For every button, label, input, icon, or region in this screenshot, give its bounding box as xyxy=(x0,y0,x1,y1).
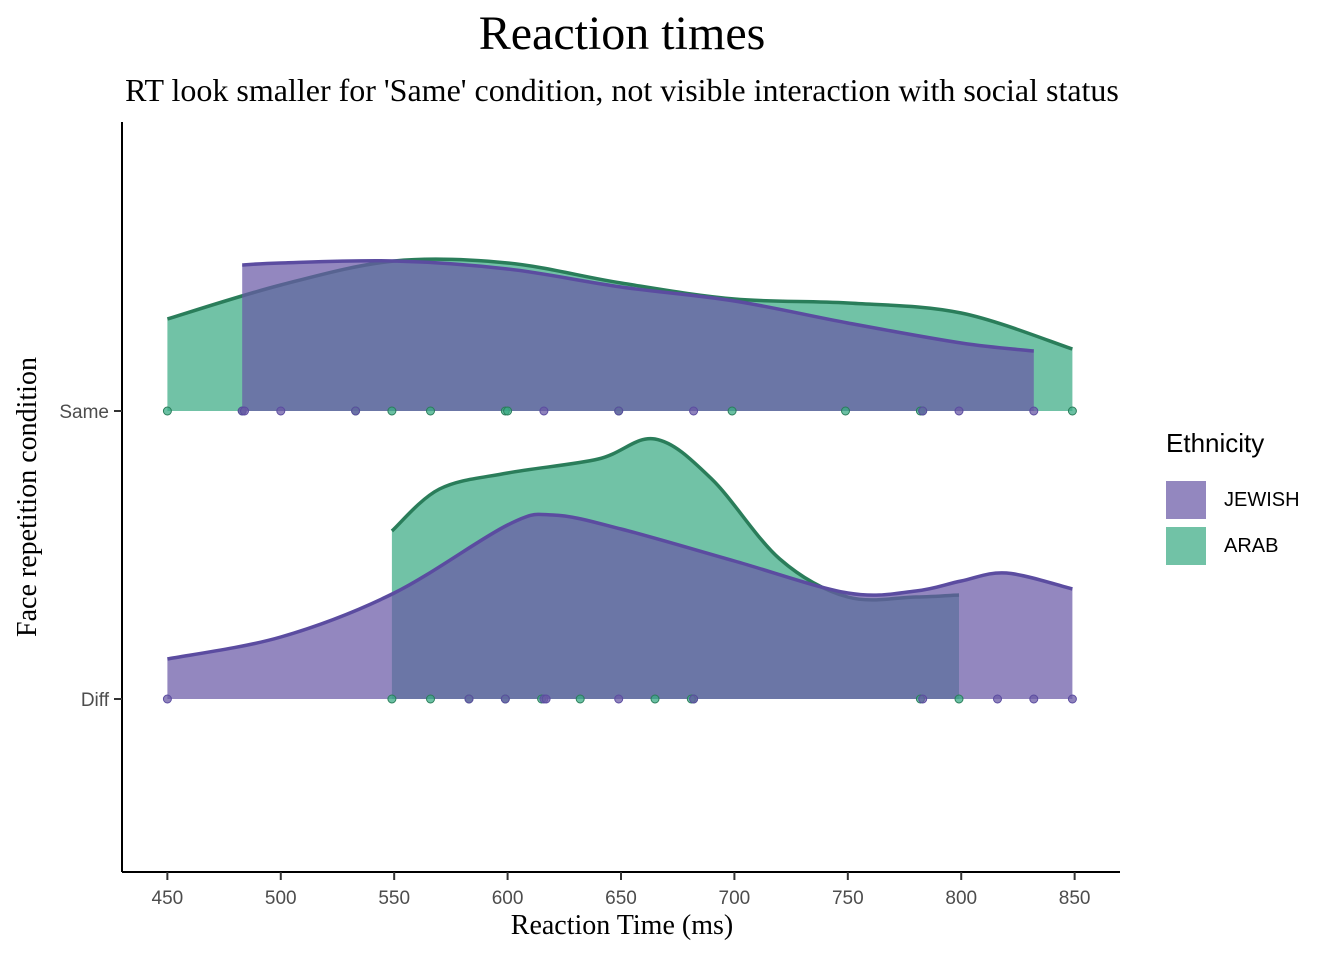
x-tick-label: 550 xyxy=(378,888,410,909)
rt-point-jewish-diff xyxy=(1067,694,1077,704)
density-line-jewish-same xyxy=(242,259,1034,353)
x-tick-label: 650 xyxy=(605,888,637,909)
density-layer xyxy=(166,257,1073,699)
legend-swatch-jewish xyxy=(1166,481,1206,519)
density-area-jewish-same xyxy=(242,260,1034,411)
x-tick-label: 450 xyxy=(152,888,184,909)
x-tick-label: 600 xyxy=(492,888,524,909)
axes-layer: 450 500 550 600 650 700 750 800 850 Same Diff xyxy=(59,122,1120,909)
rt-point-jewish-same xyxy=(351,406,361,416)
chart-subtitle: RT look smaller for 'Same' condition, no… xyxy=(125,72,1119,108)
x-tick-label: 500 xyxy=(265,888,297,909)
legend-label-jewish: JEWISH xyxy=(1224,488,1300,511)
legend-item-jewish: JEWISH xyxy=(1166,477,1300,523)
x-tick-label: 850 xyxy=(1059,888,1091,909)
rt-point-jewish-same xyxy=(1029,406,1039,416)
rt-point-arab-diff xyxy=(426,694,435,704)
y-axis-label: Face repetition condition xyxy=(12,357,43,637)
density-line-jewish-diff xyxy=(167,512,1073,661)
rt-point-jewish-diff xyxy=(541,694,551,704)
rt-point-jewish-same xyxy=(689,406,699,416)
rt-point-jewish-diff xyxy=(162,694,172,704)
rt-point-jewish-diff xyxy=(464,694,474,704)
rt-point-arab-same xyxy=(727,406,737,416)
legend-label-arab: ARAB xyxy=(1224,534,1279,557)
rt-point-jewish-same xyxy=(240,406,249,416)
x-tick-label: 750 xyxy=(832,888,864,909)
rt-point-arab-same xyxy=(1067,406,1077,416)
rt-point-jewish-diff xyxy=(500,694,510,704)
rt-point-jewish-diff xyxy=(993,694,1002,704)
x-axis-label: Reaction Time (ms) xyxy=(510,910,734,941)
rt-point-arab-diff xyxy=(575,694,585,704)
rt-point-jewish-diff xyxy=(689,694,699,704)
rt-point-arab-diff xyxy=(387,694,397,704)
rt-point-jewish-same xyxy=(276,406,286,416)
legend-swatch-arab xyxy=(1166,527,1206,565)
legend: Ethnicity JEWISH ARAB xyxy=(1166,428,1300,569)
rt-point-jewish-diff xyxy=(614,694,624,704)
y-tick-label: Diff xyxy=(81,690,110,711)
rt-point-jewish-same xyxy=(539,406,549,416)
point-layer xyxy=(162,406,1077,704)
rt-point-jewish-same xyxy=(614,406,624,416)
chart-title: Reaction times xyxy=(478,7,766,60)
rt-point-arab-diff xyxy=(650,694,660,704)
rt-point-arab-same xyxy=(503,406,513,416)
rt-point-arab-same xyxy=(426,406,435,416)
rt-point-arab-same xyxy=(162,406,172,416)
rt-point-arab-same xyxy=(387,406,397,416)
legend-item-arab: ARAB xyxy=(1166,523,1300,569)
density-area-jewish-diff xyxy=(167,514,1073,699)
x-tick-label: 800 xyxy=(945,888,977,909)
legend-title: Ethnicity xyxy=(1166,428,1265,458)
rt-point-arab-diff xyxy=(954,694,964,704)
rt-point-jewish-same xyxy=(954,406,964,416)
rt-point-jewish-same xyxy=(918,406,928,416)
rt-point-jewish-diff xyxy=(918,694,928,704)
x-tick-label: 700 xyxy=(719,888,751,909)
rt-point-arab-same xyxy=(841,406,850,416)
rt-point-jewish-diff xyxy=(1029,694,1039,704)
y-tick-label: Same xyxy=(59,402,109,423)
